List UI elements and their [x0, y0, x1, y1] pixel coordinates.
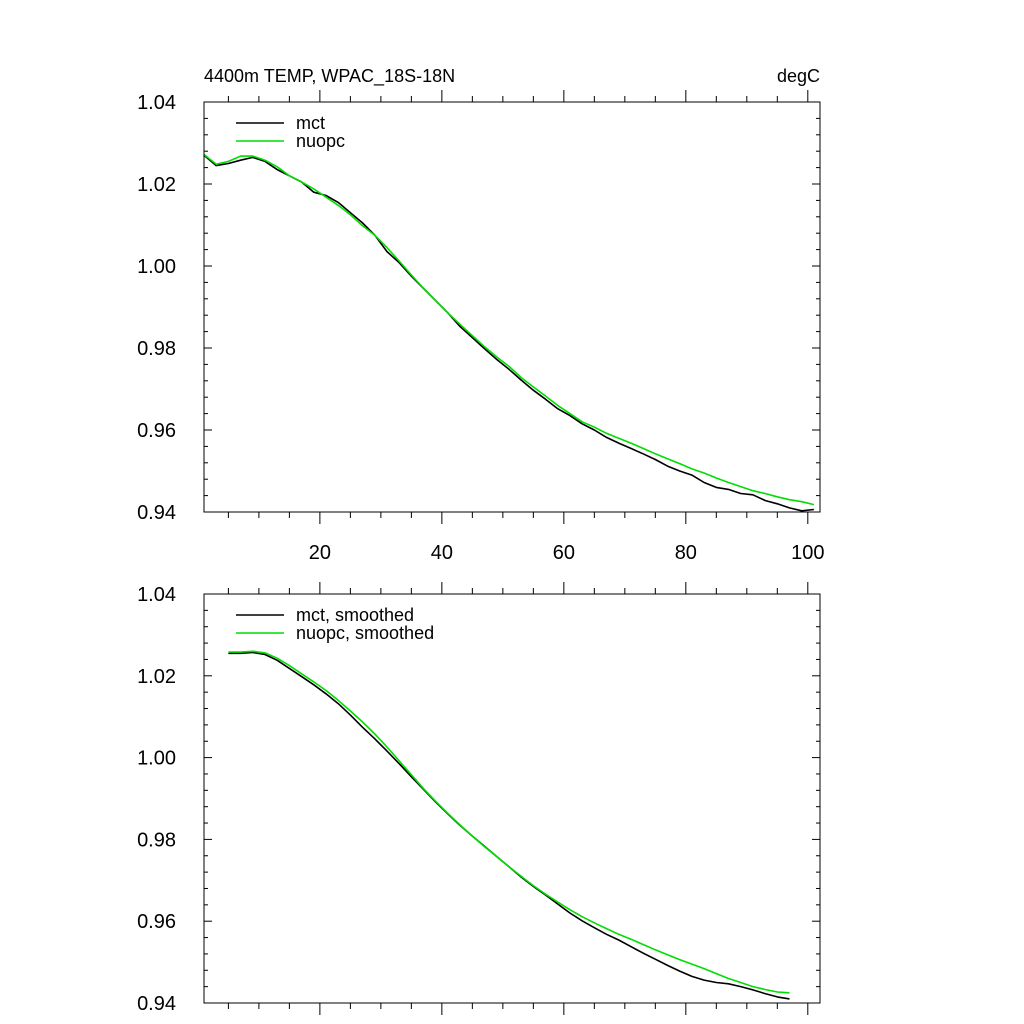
x-tick-label: 20	[309, 542, 331, 564]
units-label: degC	[777, 66, 820, 86]
top-panel-ticks: 0.94 0.96 0.98 1.00 1.02 1.04 20 40 60 80 100	[137, 90, 824, 564]
y-tick-label: 0.96	[137, 420, 176, 442]
y-tick-label: 1.04	[137, 584, 176, 606]
legend-label: nuopc, smoothed	[296, 623, 434, 643]
series-line-nuopc-smoothed	[228, 650, 790, 994]
bottom-panel-smoothed: 0.94 0.96 0.98 1.00 1.02 1.04 mct, smoothednu…	[137, 582, 821, 1015]
chart-title: 4400m TEMP, WPAC_18S-18N	[204, 66, 455, 87]
legend-label: mct	[296, 113, 325, 133]
legend-label: nuopc	[296, 131, 345, 151]
plot-frame	[203, 593, 821, 1004]
x-tick-label: 40	[431, 542, 453, 564]
y-tick-label: 1.00	[137, 748, 176, 770]
y-tick-label: 0.94	[137, 502, 176, 524]
top-panel-raw: 0.94 0.96 0.98 1.00 1.02 1.04 20 40 60 80 100 mctn…	[137, 90, 824, 564]
series-line-mct	[203, 154, 814, 512]
y-tick-label: 1.02	[137, 174, 176, 196]
x-tick-label: 100	[791, 542, 824, 564]
x-tick-label: 60	[553, 542, 575, 564]
y-tick-label: 0.98	[137, 338, 176, 360]
plot-frame	[203, 101, 821, 513]
top-panel-series	[203, 153, 815, 512]
bottom-panel-frame	[203, 593, 821, 1004]
y-tick-label: 1.00	[137, 256, 176, 278]
legend-label: mct, smoothed	[296, 605, 414, 625]
bottom-panel-series	[228, 650, 790, 1000]
y-tick-label: 0.94	[137, 993, 176, 1015]
y-tick-label: 1.02	[137, 666, 176, 688]
y-tick-label: 0.98	[137, 829, 176, 851]
x-tick-label: 80	[675, 542, 697, 564]
y-tick-label: 1.04	[137, 92, 176, 114]
top-panel-frame	[203, 101, 821, 513]
y-tick-label: 0.96	[137, 911, 176, 933]
series-line-nuopc	[203, 153, 815, 506]
